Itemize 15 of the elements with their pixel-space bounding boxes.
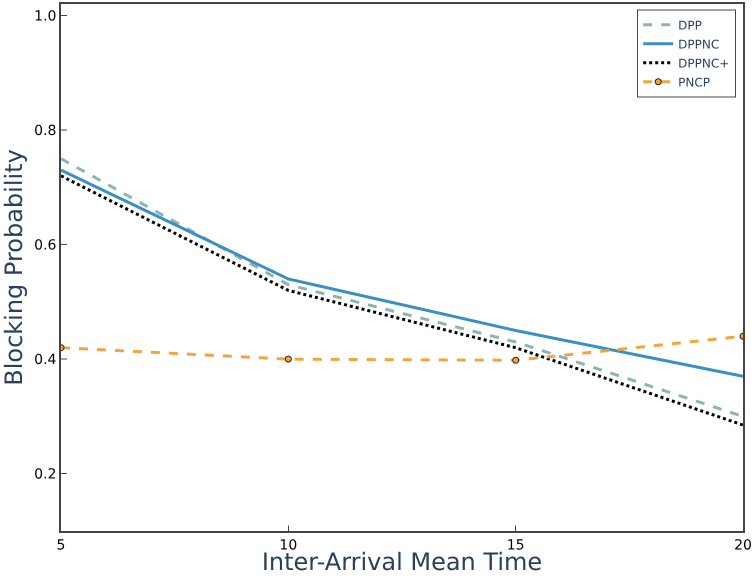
y-tick-label: 0.6 bbox=[34, 237, 57, 254]
legend-label: DPP bbox=[678, 18, 702, 32]
y-tick-label: 0.4 bbox=[34, 352, 57, 368]
line-series bbox=[61, 168, 743, 378]
x-tick-label: 5 bbox=[56, 538, 66, 554]
y-tick-label: 0.8 bbox=[34, 122, 56, 139]
y-axis-title: Blocking Probability bbox=[0, 149, 28, 386]
x-tick-label: 10 bbox=[279, 538, 298, 554]
legend-label: DPPNC+ bbox=[678, 56, 730, 70]
y-tick-label: 0.2 bbox=[34, 466, 56, 483]
x-tick-label: 20 bbox=[734, 538, 752, 554]
legend-label: PNCP bbox=[678, 75, 710, 90]
legend-label: DPPNC bbox=[678, 37, 720, 52]
y-tick-label: 1.0 bbox=[34, 8, 56, 24]
x-tick-label: 15 bbox=[506, 538, 525, 554]
